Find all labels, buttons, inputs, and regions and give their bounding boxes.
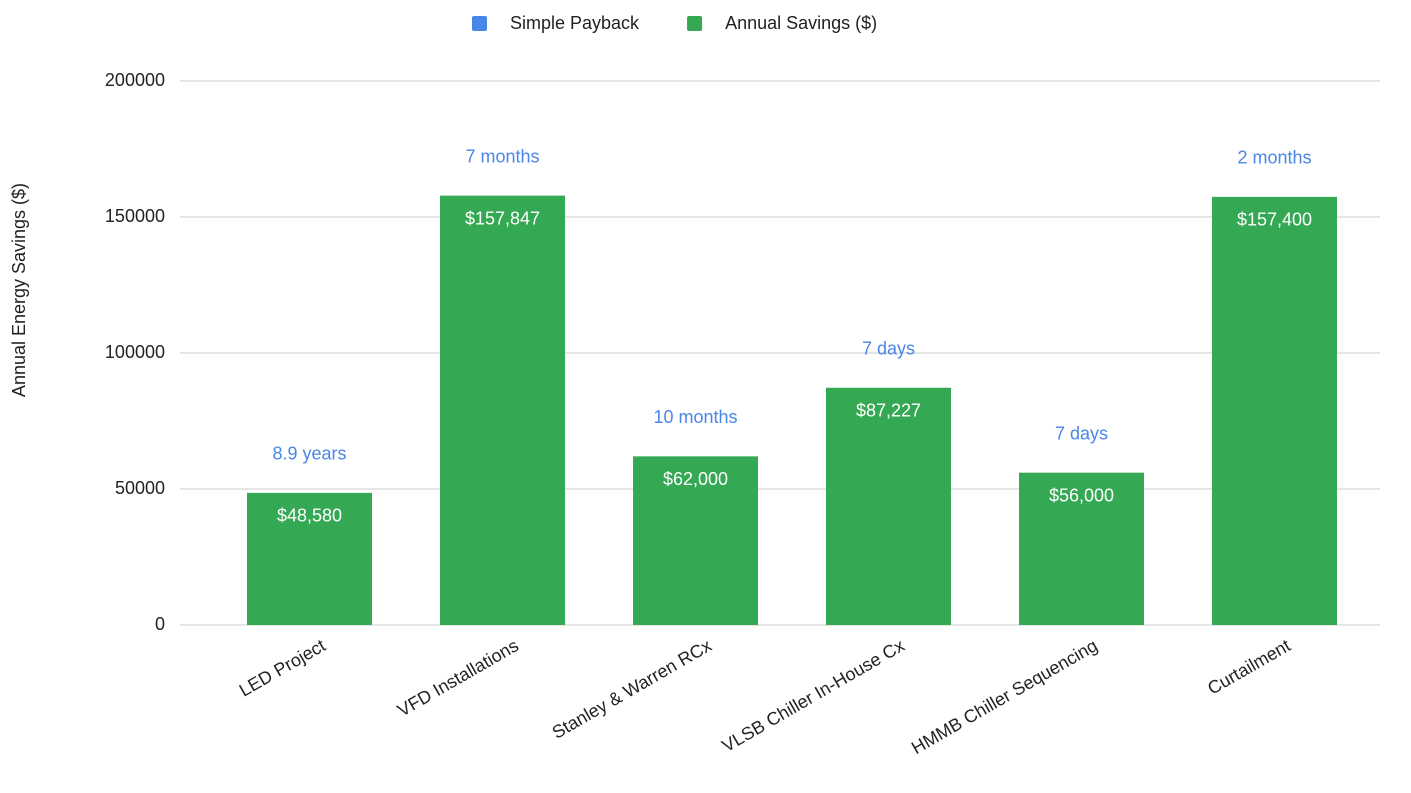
x-tick-label: LED Project xyxy=(236,635,329,700)
value-label: 7 months xyxy=(465,146,539,166)
value-label: $157,400 xyxy=(1237,210,1312,230)
value-label: $62,000 xyxy=(663,469,728,489)
bar xyxy=(1212,196,1337,625)
legend-label: Simple Payback xyxy=(510,13,640,33)
bar xyxy=(440,195,565,625)
x-tick-label: VFD Installations xyxy=(394,635,522,720)
y-tick-label: 200000 xyxy=(105,70,165,90)
x-tick-label: Curtailment xyxy=(1204,635,1294,698)
y-tick-label: 100000 xyxy=(105,342,165,362)
bar xyxy=(1019,472,1144,625)
value-label: 8.9 years xyxy=(272,444,346,464)
x-tick-label: VLSB Chiller In-House Cx xyxy=(719,635,908,756)
value-label: $157,847 xyxy=(465,208,540,228)
legend-swatch xyxy=(687,16,703,31)
value-label: 7 days xyxy=(1055,423,1108,443)
value-label: 7 days xyxy=(862,338,915,358)
legend-swatch xyxy=(472,16,487,31)
y-tick-label: 50000 xyxy=(115,478,165,498)
value-label: $87,227 xyxy=(856,400,921,420)
value-label: 2 months xyxy=(1237,148,1311,168)
y-tick-label: 0 xyxy=(155,614,165,634)
bar xyxy=(247,492,372,625)
y-axis-label: Annual Energy Savings ($) xyxy=(9,183,29,397)
bar xyxy=(826,387,951,625)
x-tick-label: HMMB Chiller Sequencing xyxy=(908,635,1101,758)
legend-label: Annual Savings ($) xyxy=(725,13,877,33)
value-label: 10 months xyxy=(653,407,737,427)
x-tick-label: Stanley & Warren RCx xyxy=(549,635,715,743)
value-label: $48,580 xyxy=(277,506,342,526)
value-label: $56,000 xyxy=(1049,485,1114,505)
y-tick-label: 150000 xyxy=(105,206,165,226)
bar xyxy=(633,456,758,625)
